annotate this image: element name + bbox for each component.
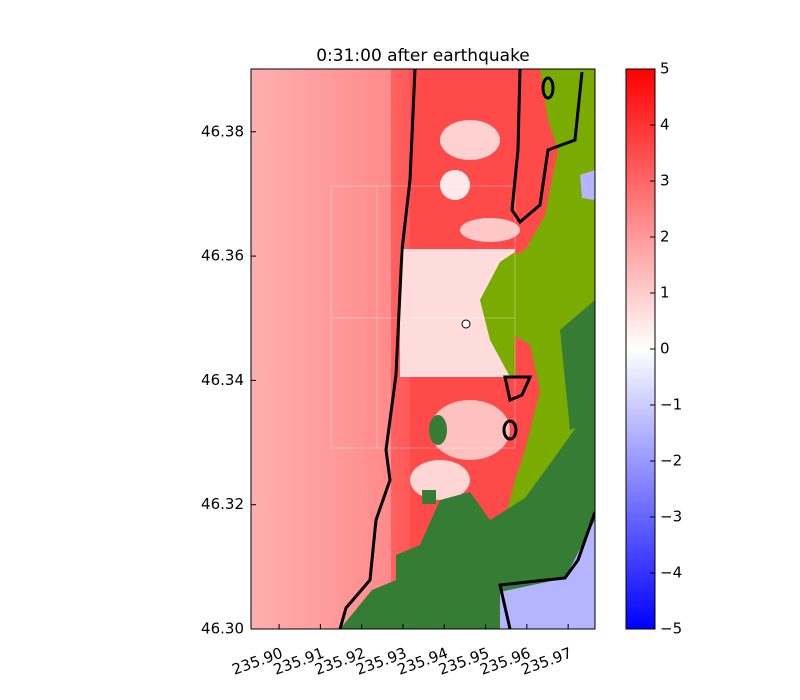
colorbar-tick-label: 1: [660, 284, 670, 302]
y-tick-label: 46.34: [201, 371, 244, 389]
y-tick-label: 46.30: [201, 620, 244, 638]
y-tick-label: 46.32: [201, 495, 244, 513]
colorbar-tick-label: −2: [660, 452, 682, 470]
colorbar-tick-label: 4: [660, 116, 670, 134]
colorbar-tick-label: 5: [660, 60, 670, 78]
y-tick-label: 46.36: [201, 247, 244, 265]
colorbar-tick-label: 0: [660, 340, 670, 358]
chart-title: 0:31:00 after earthquake: [316, 46, 530, 66]
map-field: [251, 69, 595, 629]
colorbar-tick-label: −3: [660, 508, 682, 526]
colorbar-tick-label: −5: [660, 620, 682, 638]
y-tick-label: 46.38: [201, 122, 244, 140]
colorbar-tick-label: 2: [660, 228, 670, 246]
colorbar-tick-label: −1: [660, 396, 682, 414]
colorbar-tick-label: 3: [660, 172, 670, 190]
axes-frame: [250, 68, 596, 630]
colorbar-tick-label: −4: [660, 564, 682, 582]
